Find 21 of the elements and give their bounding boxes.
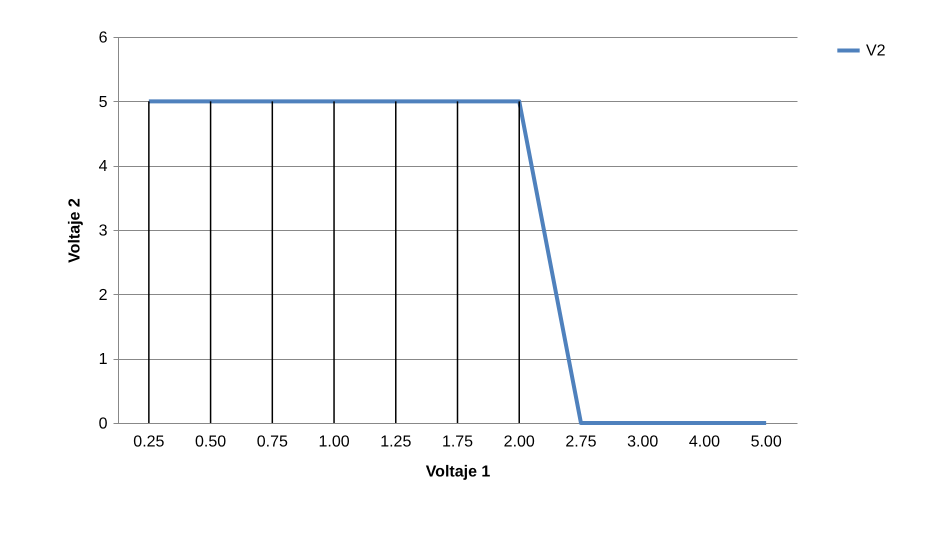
y-tick-label: 3	[98, 222, 108, 240]
y-tick-label: 2	[98, 286, 108, 304]
x-tick-label: 4.00	[688, 434, 720, 450]
x-tick-label: 1.00	[318, 434, 350, 450]
y-tick-label: 6	[98, 30, 108, 46]
y-tick-label: 1	[98, 351, 108, 368]
x-tick-label: 5.00	[750, 434, 782, 450]
legend-label: V2	[866, 42, 886, 60]
x-tick-label: 2.00	[504, 434, 535, 450]
x-axis-title: Voltaje 1	[426, 464, 490, 480]
x-tick-label: 1.25	[380, 434, 412, 450]
y-tick-label: 5	[98, 94, 108, 111]
x-tick-label: 3.00	[627, 434, 658, 450]
x-tick-label: 0.25	[133, 434, 165, 450]
x-tick-label: 0.50	[195, 434, 226, 450]
x-tick-label: 0.75	[256, 434, 288, 450]
x-tick-label: 1.75	[442, 434, 474, 450]
y-tick-label: 4	[98, 158, 108, 176]
y-tick-label: 0	[98, 416, 108, 432]
y-axis-title: Voltaje 2	[66, 198, 84, 263]
x-tick-label: 2.75	[565, 434, 597, 450]
